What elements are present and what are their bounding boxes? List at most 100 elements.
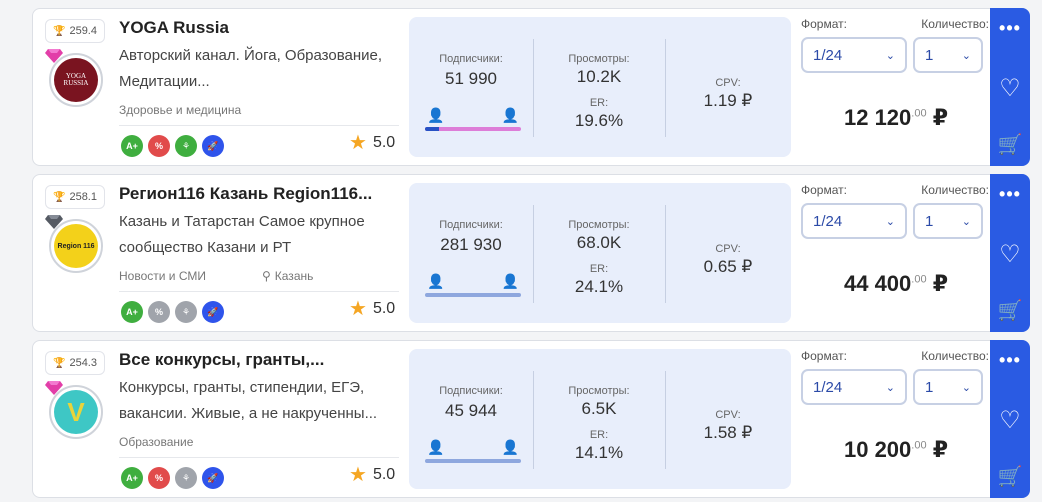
er-value: 24.1%	[574, 277, 624, 296]
chevron-down-icon: ⌄	[885, 49, 895, 62]
chevron-down-icon: ⌄	[961, 381, 971, 394]
star-icon: ★	[349, 298, 367, 320]
er-label: ER:	[589, 429, 609, 441]
price: 12 120.00 ₽	[843, 105, 949, 130]
divider	[119, 457, 399, 458]
badge-percent-icon[interactable]: %	[148, 301, 170, 323]
subscribers-label: Подписчики:	[439, 53, 503, 65]
channel-rating-score: 🏆 258.1	[45, 185, 105, 209]
subscribers-value: 281 930	[440, 235, 502, 254]
avatar[interactable]: V	[49, 385, 103, 439]
views-value: 68.0K	[576, 233, 622, 252]
male-icon: 👤	[427, 273, 445, 289]
channel-rating-score: 🏆 254.3	[45, 351, 105, 375]
trophy-icon: 🏆	[53, 191, 66, 203]
gender-split: 👤 👤	[425, 439, 521, 467]
channel-category: Новости и СМИ	[119, 269, 206, 283]
channel-rating-score: 🏆 259.4	[45, 19, 105, 43]
cpv-value: 1.58 ₽	[703, 423, 753, 442]
add-to-cart-icon[interactable]: 🛒	[997, 466, 1023, 488]
subscribers-value: 45 944	[445, 401, 497, 420]
chevron-down-icon: ⌄	[885, 381, 895, 394]
quantity-select[interactable]: 1 ⌄	[913, 369, 983, 405]
price: 10 200.00 ₽	[843, 437, 949, 462]
chevron-down-icon: ⌄	[961, 49, 971, 62]
format-select[interactable]: 1/24 ⌄	[801, 203, 907, 239]
trophy-icon: 🏆	[53, 25, 66, 37]
badge-a-plus-icon[interactable]: A+	[121, 135, 143, 157]
divider	[119, 125, 399, 126]
chevron-down-icon: ⌄	[961, 215, 971, 228]
format-select[interactable]: 1/24 ⌄	[801, 369, 907, 405]
channel-stats: Подписчики: 51 990 👤 👤 Просмотры: 10.2K …	[409, 17, 791, 157]
er-label: ER:	[589, 263, 609, 275]
format-label: Формат:	[801, 17, 847, 31]
star-icon: ★	[349, 464, 367, 486]
avatar[interactable]: Region 116	[49, 219, 103, 273]
heart-icon[interactable]: ♡	[999, 407, 1021, 434]
add-to-cart-icon[interactable]: 🛒	[997, 300, 1023, 322]
badge-a-plus-icon[interactable]: A+	[121, 467, 143, 489]
card-actions: ••• ♡ 🛒	[990, 340, 1030, 498]
channel-badges: A+ % ⚘ 🚀	[121, 135, 224, 157]
badge-person-icon[interactable]: ⚘	[175, 135, 197, 157]
channel-category: Образование	[119, 435, 194, 449]
badge-rocket-icon[interactable]: 🚀	[202, 467, 224, 489]
avatar[interactable]: YOGA RUSSIA	[49, 53, 103, 107]
more-icon[interactable]: •••	[999, 184, 1021, 204]
star-icon: ★	[349, 132, 367, 154]
channel-card: 🏆 259.4 YOGA RUSSIA YOGA Russia Авторски…	[32, 8, 1030, 166]
channel-stats: Подписчики: 45 944 👤 👤 Просмотры: 6.5K E…	[409, 349, 791, 489]
male-icon: 👤	[427, 439, 445, 455]
cpv-label: CPV:	[715, 243, 741, 255]
male-icon: 👤	[427, 107, 445, 123]
channel-category: Здоровье и медицина	[119, 103, 242, 117]
views-value: 6.5K	[581, 399, 617, 418]
more-icon[interactable]: •••	[999, 350, 1021, 370]
chevron-down-icon: ⌄	[885, 215, 895, 228]
channel-stars: ★ 5.0	[349, 132, 396, 154]
quantity-label: Количество:	[921, 183, 989, 197]
trophy-icon: 🏆	[53, 357, 66, 369]
views-label: Просмотры:	[568, 53, 630, 65]
channel-description: Казань и Татарстан Самое крупное сообщес…	[119, 213, 365, 256]
location-pin-icon: ⚲	[261, 269, 271, 283]
quantity-label: Количество:	[921, 17, 989, 31]
more-icon[interactable]: •••	[999, 18, 1021, 38]
quantity-select[interactable]: 1 ⌄	[913, 203, 983, 239]
cpv-value: 0.65 ₽	[703, 257, 753, 276]
format-select[interactable]: 1/24 ⌄	[801, 37, 907, 73]
subscribers-value: 51 990	[445, 69, 497, 88]
badge-percent-icon[interactable]: %	[148, 135, 170, 157]
badge-person-icon[interactable]: ⚘	[175, 467, 197, 489]
views-label: Просмотры:	[568, 219, 630, 231]
female-icon: 👤	[501, 439, 519, 455]
channel-title[interactable]: Все конкурсы, гранты,...	[119, 350, 325, 369]
gem-icon	[45, 49, 63, 63]
channel-card: 🏆 254.3 V Все конкурсы, гранты,... Конку…	[32, 340, 1030, 498]
quantity-select[interactable]: 1 ⌄	[913, 37, 983, 73]
heart-icon[interactable]: ♡	[999, 241, 1021, 268]
views-label: Просмотры:	[568, 385, 630, 397]
channel-title[interactable]: YOGA Russia	[119, 18, 229, 37]
badge-a-plus-icon[interactable]: A+	[121, 301, 143, 323]
badge-person-icon[interactable]: ⚘	[175, 301, 197, 323]
gem-icon	[45, 215, 63, 229]
female-icon: 👤	[501, 107, 519, 123]
subscribers-label: Подписчики:	[439, 219, 503, 231]
badge-percent-icon[interactable]: %	[148, 467, 170, 489]
channel-card: 🏆 258.1 Region 116 Регион116 Казань Regi…	[32, 174, 1030, 332]
channel-badges: A+ % ⚘ 🚀	[121, 467, 224, 489]
channel-description: Авторский канал. Йога, Образование, Меди…	[119, 47, 383, 90]
channel-title[interactable]: Регион116 Казань Region116...	[119, 184, 373, 203]
gem-icon	[45, 381, 63, 395]
channel-stats: Подписчики: 281 930 👤 👤 Просмотры: 68.0K…	[409, 183, 791, 323]
channel-description: Конкурсы, гранты, стипендии, ЕГЭ, ваканс…	[119, 379, 378, 422]
badge-rocket-icon[interactable]: 🚀	[202, 301, 224, 323]
heart-icon[interactable]: ♡	[999, 75, 1021, 102]
add-to-cart-icon[interactable]: 🛒	[997, 134, 1023, 156]
er-label: ER:	[589, 97, 609, 109]
badge-rocket-icon[interactable]: 🚀	[202, 135, 224, 157]
format-label: Формат:	[801, 349, 847, 363]
er-value: 14.1%	[574, 443, 624, 462]
